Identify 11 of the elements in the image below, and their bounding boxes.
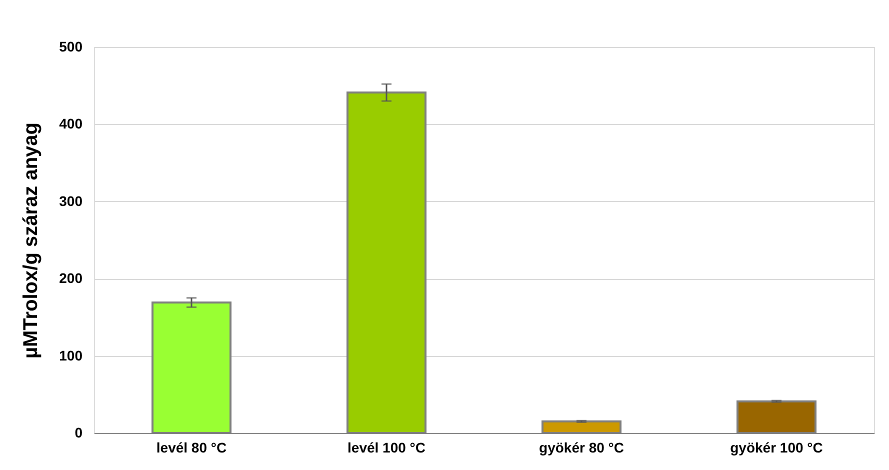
y-tick-label: 200 <box>59 270 83 286</box>
y-tick-label: 100 <box>59 347 83 364</box>
y-tick-label: 500 <box>59 38 83 54</box>
y-tick-label: 0 <box>74 424 83 440</box>
x-tick-label: levél 100 °C <box>348 440 426 456</box>
x-tick-label: levél 80 °C <box>156 440 227 456</box>
y-tick-label: 400 <box>59 116 83 132</box>
x-tick-label: gyökér 80 °C <box>539 440 624 456</box>
y-tick-label: 300 <box>59 192 83 209</box>
y-axis-title: µMTrolox/g száraz anyag <box>20 122 42 359</box>
x-tick-label: gyökér 100 °C <box>730 440 823 456</box>
